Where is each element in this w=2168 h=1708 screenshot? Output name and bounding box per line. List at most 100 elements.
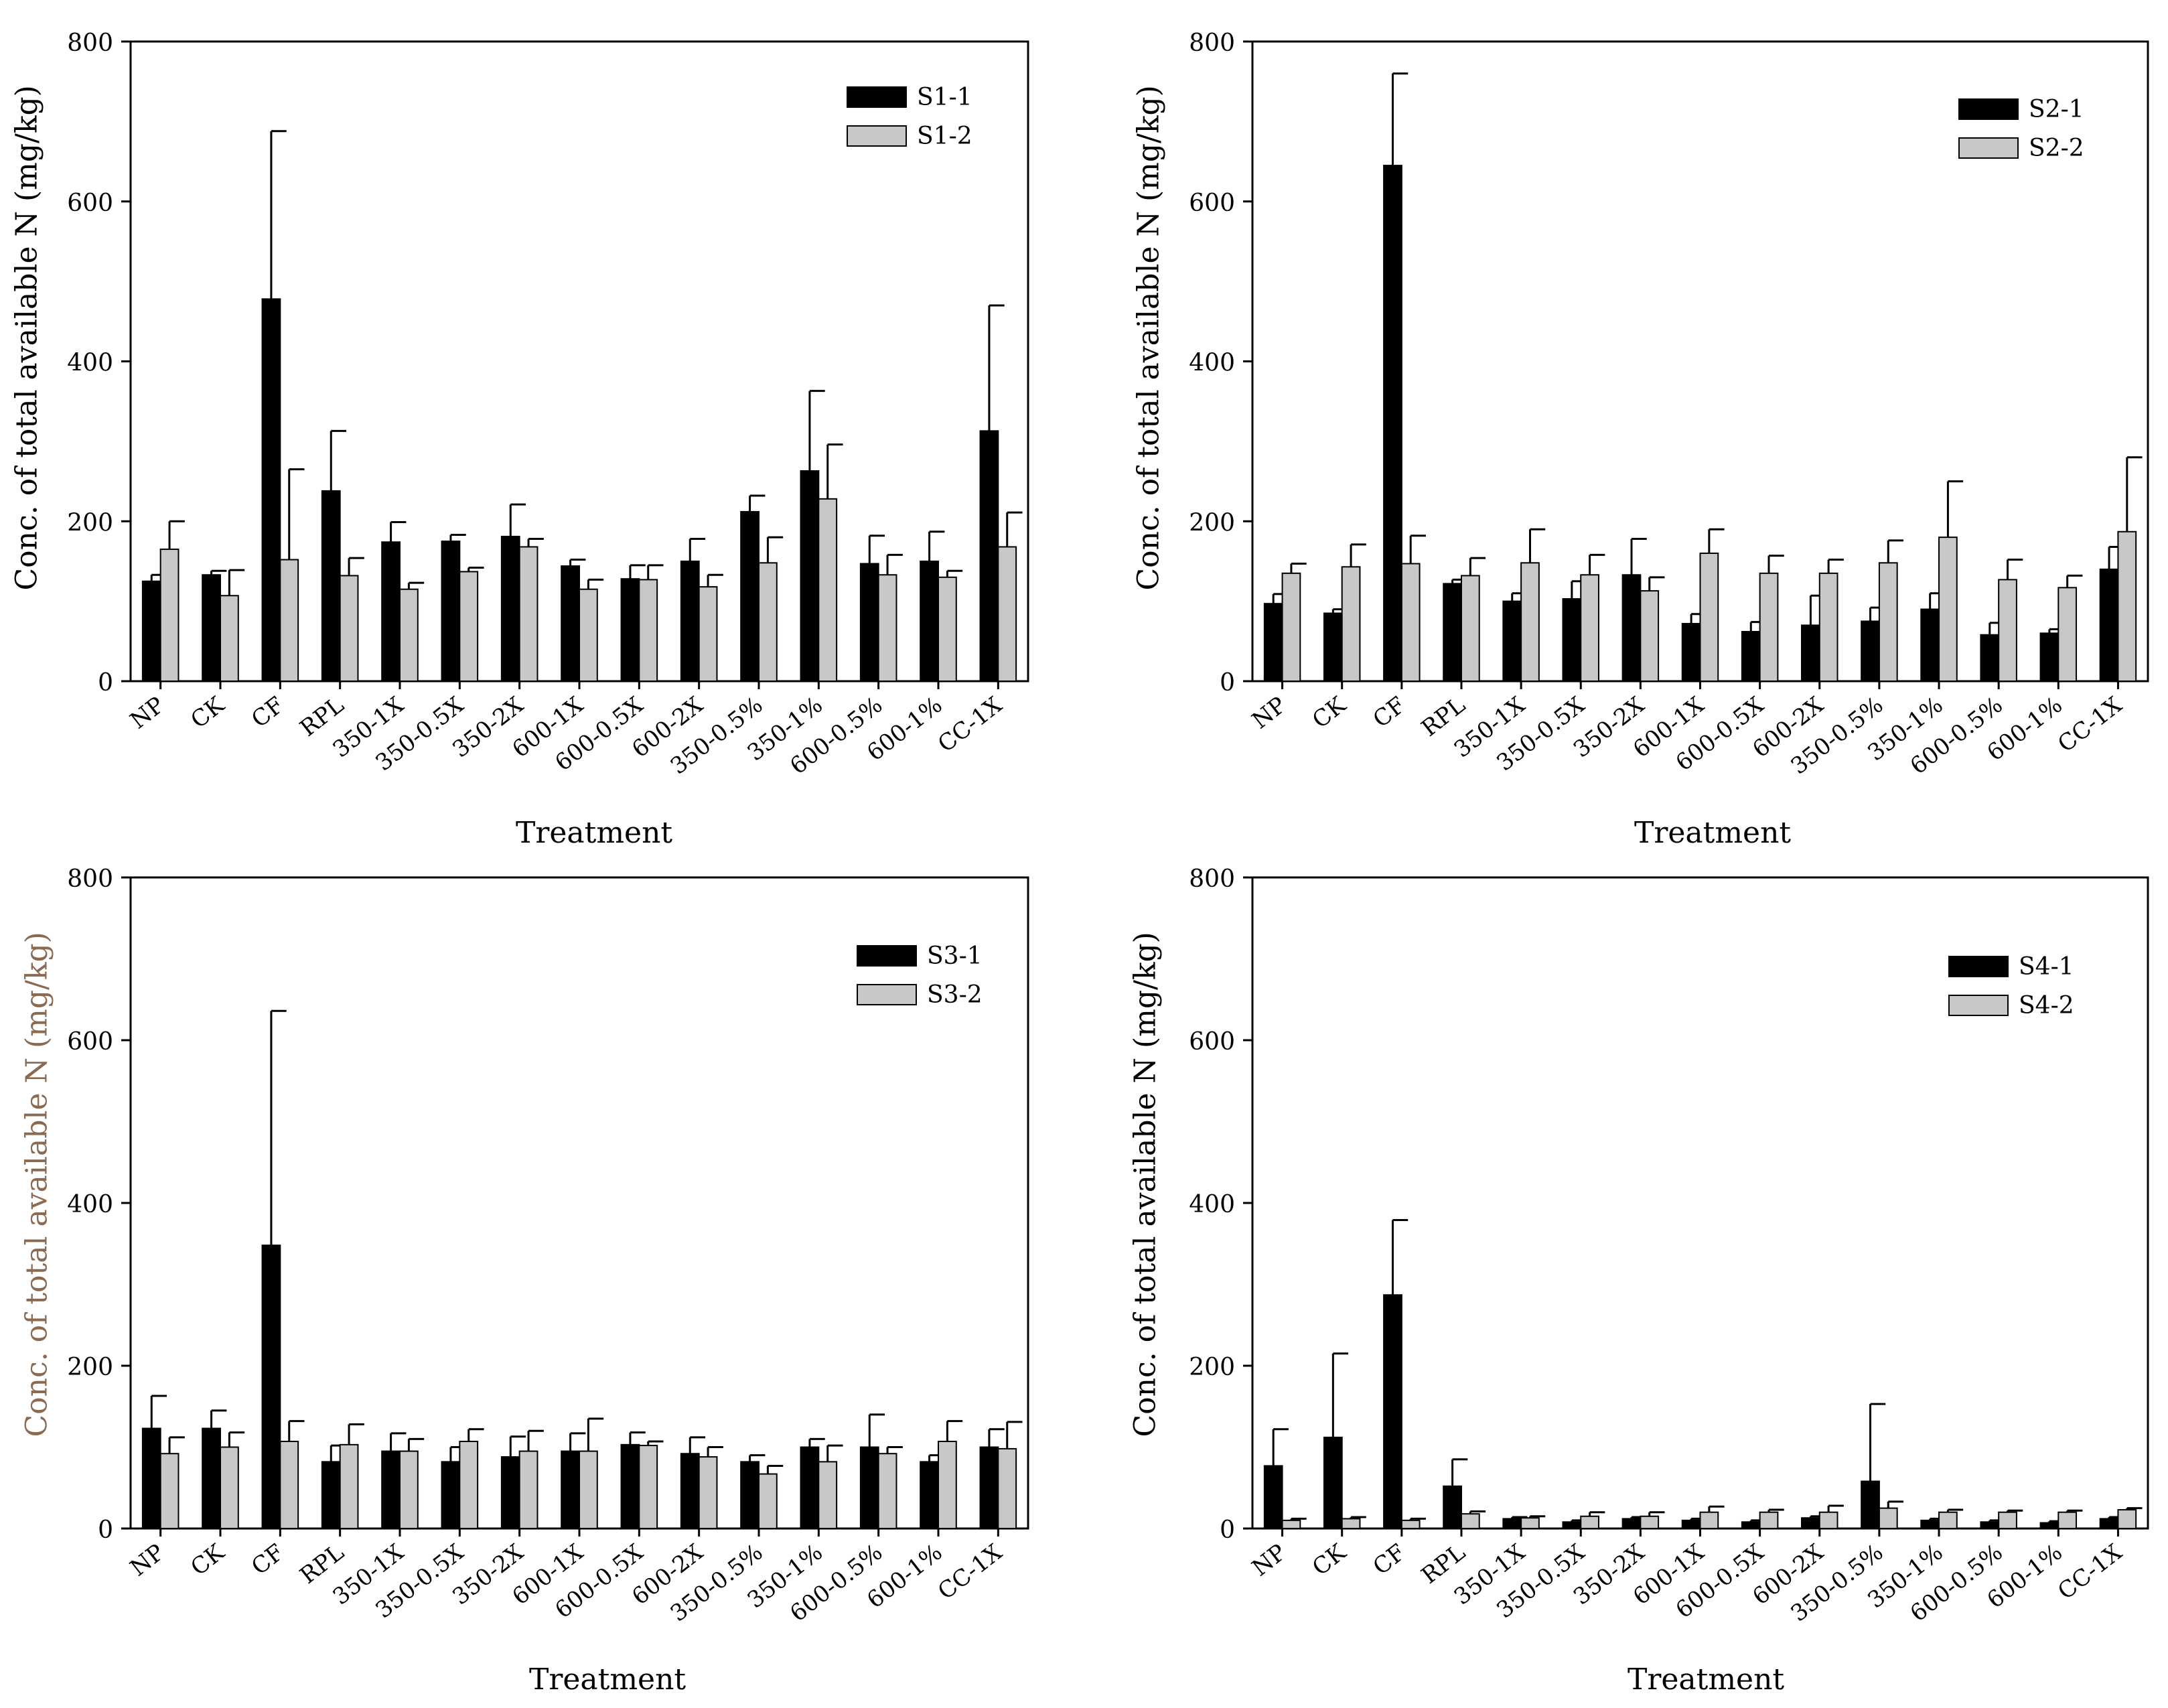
bar-s1-2 <box>279 559 299 682</box>
legend-swatch <box>1958 137 2019 159</box>
x-axis-label: Treatment <box>1628 1662 1785 1697</box>
bar-s4-2 <box>1818 1511 1838 1529</box>
legend-label: S3-2 <box>927 981 983 1009</box>
bar-s4-2 <box>2057 1511 2078 1529</box>
bar-s2-1 <box>1681 623 1701 682</box>
y-tick-label: 200 <box>67 509 113 537</box>
bar-s2-2 <box>1699 553 1719 682</box>
legend-label: S4-1 <box>2019 953 2074 981</box>
bar-s4-1 <box>1801 1517 1820 1530</box>
x-axis-label: Treatment <box>1634 816 1792 850</box>
chart-panel-s1: Conc. of total available N (mg/kg) 0 200 4… <box>0 0 1085 854</box>
legend-swatch <box>1948 956 2009 977</box>
bar-s4-1 <box>2099 1518 2119 1529</box>
x-tick-label: CK <box>1307 1539 1352 1581</box>
bar-s1-2 <box>339 575 359 682</box>
bar-s4-2 <box>2117 1509 2137 1529</box>
bar-s3-2 <box>159 1453 179 1529</box>
legend-label: S4-2 <box>2019 992 2074 1019</box>
bar-s4-1 <box>1323 1436 1343 1529</box>
bar-s4-1 <box>1502 1518 1522 1529</box>
bar-s1-2 <box>399 588 419 682</box>
bar-s4-2 <box>1938 1511 1958 1529</box>
bar-s4-1 <box>1741 1521 1761 1530</box>
bar-s4-2 <box>1281 1519 1301 1530</box>
y-tick-label: 600 <box>67 1028 113 1056</box>
bar-s3-1 <box>321 1461 341 1530</box>
bar-s4-2 <box>1580 1515 1599 1529</box>
y-tick-label: 800 <box>1189 29 1235 57</box>
bar-s3-1 <box>202 1427 222 1529</box>
bar-s1-1 <box>920 560 939 682</box>
bar-s1-1 <box>979 430 999 682</box>
legend-swatch <box>847 125 907 147</box>
y-tick-label: 800 <box>67 29 113 57</box>
legend-label: S2-1 <box>2029 96 2084 123</box>
bar-s4-2 <box>1341 1518 1361 1529</box>
bar-s1-2 <box>997 546 1017 683</box>
bar-s3-1 <box>141 1427 161 1529</box>
bar-s3-2 <box>698 1456 718 1530</box>
y-tick-label: 0 <box>1220 669 1235 697</box>
bar-s1-1 <box>261 298 281 682</box>
bar-s3-1 <box>500 1456 520 1530</box>
bar-s4-2 <box>1520 1517 1540 1530</box>
y-tick-label: 400 <box>1189 1191 1235 1218</box>
x-tick-label: CC-1X <box>2053 1539 2127 1605</box>
bar-s3-1 <box>859 1446 879 1529</box>
bar-s4-1 <box>2039 1522 2059 1530</box>
bar-s1-1 <box>680 560 700 682</box>
bar-s3-1 <box>979 1446 999 1529</box>
bar-s2-2 <box>1878 562 1898 683</box>
y-tick-label: 800 <box>67 865 113 893</box>
y-tick-label: 400 <box>67 350 113 377</box>
x-tick-label: NP <box>1247 1539 1291 1582</box>
x-axis-label: Treatment <box>529 1662 686 1697</box>
y-tick-label: 600 <box>67 190 113 217</box>
y-tick-label: 600 <box>1189 1028 1235 1056</box>
x-axis-label: Treatment <box>516 816 673 850</box>
y-tick-label: 400 <box>67 1191 113 1218</box>
legend-swatch <box>857 945 917 967</box>
legend-label: S3-1 <box>927 942 983 970</box>
bar-s2-1 <box>2099 568 2119 682</box>
bar-s2-2 <box>2117 530 2137 682</box>
bar-s2-2 <box>1281 572 1301 682</box>
bar-s4-2 <box>1400 1519 1421 1530</box>
bar-s2-2 <box>1341 566 1361 683</box>
bar-s3-2 <box>638 1445 658 1530</box>
bar-s1-1 <box>202 574 222 683</box>
bar-s2-1 <box>1621 574 1642 683</box>
bar-s3-1 <box>740 1461 760 1530</box>
chart-panel-s3: Conc. of total available N (mg/kg) 0 200 4… <box>20 865 1029 1697</box>
legend-label: S2-2 <box>2029 135 2084 162</box>
legend-swatch <box>857 984 917 1005</box>
bar-s1-2 <box>877 574 897 683</box>
legend-swatch <box>847 86 907 108</box>
bar-s4-2 <box>1878 1507 1898 1529</box>
bar-s1-1 <box>800 470 820 682</box>
bar-s3-2 <box>518 1450 538 1529</box>
bar-s2-2 <box>2057 587 2078 682</box>
bar-s4-2 <box>1998 1511 2017 1529</box>
legend-label: S1-2 <box>917 123 972 150</box>
bar-s1-2 <box>638 579 658 682</box>
bar-s3-2 <box>399 1450 419 1529</box>
bar-s3-1 <box>920 1461 939 1530</box>
bar-s2-1 <box>1323 612 1343 682</box>
bar-s1-2 <box>579 588 598 682</box>
bar-s2-2 <box>1938 537 1958 682</box>
chart-panel-s2: Conc. of total available N (mg/kg) 0 200 4… <box>1132 29 2149 850</box>
bar-s3-2 <box>459 1440 479 1530</box>
bar-s2-2 <box>1759 572 1779 682</box>
y-tick-label: 400 <box>1189 350 1235 377</box>
y-tick-label: 600 <box>1189 190 1235 217</box>
bar-s4-2 <box>1460 1513 1480 1529</box>
y-tick-label: 0 <box>98 669 113 697</box>
bar-s4-1 <box>1681 1519 1701 1530</box>
legend-label: S1-1 <box>917 84 972 111</box>
